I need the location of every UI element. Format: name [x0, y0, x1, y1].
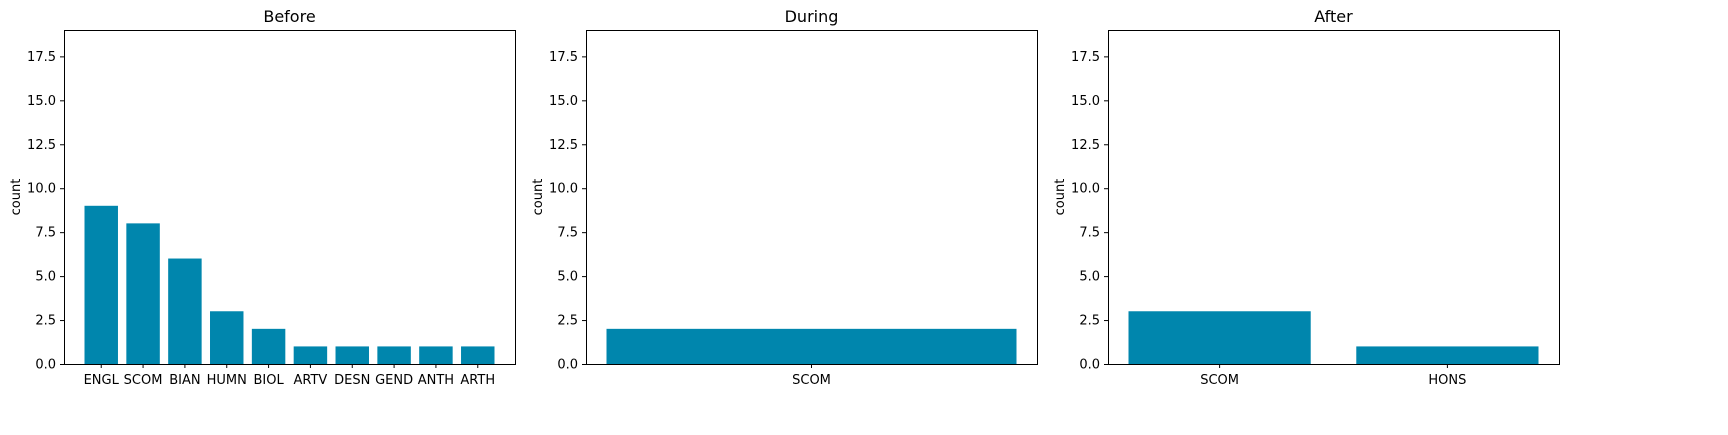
- y-tick-label: 17.5: [1071, 50, 1100, 65]
- subplot-before: Before count 0.0 2.5 5.0 7.5 10.0 12.5 15.0 17.…: [9, 7, 516, 388]
- chart-title: After: [1314, 7, 1353, 26]
- y-tick-label: 10.0: [549, 182, 578, 197]
- y-tick-label: 0.0: [557, 358, 578, 373]
- y-tick-label: 5.0: [557, 270, 578, 285]
- y-axis-label: count: [9, 179, 24, 216]
- bar-gend: [377, 346, 411, 364]
- y-tick-label: 2.5: [557, 314, 578, 329]
- y-tick-label: 7.5: [35, 226, 56, 241]
- bar-humn: [210, 311, 244, 364]
- axes-frame: [64, 30, 516, 365]
- x-tick-label: DESN: [334, 373, 370, 388]
- bar-hons: [1356, 346, 1539, 364]
- y-tick-label: 17.5: [27, 50, 56, 65]
- y-tick-label: 12.5: [27, 138, 56, 153]
- bar-artv: [293, 346, 328, 364]
- bar-engl: [84, 205, 118, 364]
- y-tick-label: 15.0: [27, 94, 56, 109]
- subplot-during: During count 0.0 2.5 5.0 7.5 10.0 12.5 15.0 17.…: [531, 7, 1038, 388]
- x-tick-label: BIOL: [253, 373, 284, 388]
- axes-frame: [1108, 30, 1560, 365]
- y-tick-label: 0.0: [35, 358, 56, 373]
- bar-biol: [251, 328, 286, 364]
- x-tick-label: ENGL: [84, 373, 120, 388]
- y-tick-label: 5.0: [35, 270, 56, 285]
- x-tick-label: ARTH: [460, 373, 495, 388]
- axes-frame: [586, 30, 1038, 365]
- y-axis-label: count: [1053, 179, 1068, 216]
- x-tick-label: GEND: [375, 373, 413, 388]
- bar-scom: [606, 328, 1017, 364]
- y-tick-label: 17.5: [549, 50, 578, 65]
- y-tick-label: 10.0: [27, 182, 56, 197]
- bar-scom: [126, 223, 160, 364]
- y-tick-label: 7.5: [557, 226, 578, 241]
- bar-desn: [335, 346, 369, 364]
- y-tick-label: 2.5: [1079, 314, 1100, 329]
- y-tick-label: 10.0: [1071, 182, 1100, 197]
- y-tick-label: 12.5: [1071, 138, 1100, 153]
- y-tick-label: 12.5: [549, 138, 578, 153]
- x-tick-label: ARTV: [294, 373, 328, 388]
- subplot-after: After count 0.0 2.5 5.0 7.5 10.0 12.5 15.0 17.5…: [1053, 7, 1560, 388]
- chart-title: During: [785, 7, 839, 26]
- y-tick-label: 7.5: [1079, 226, 1100, 241]
- bar-anth: [419, 346, 453, 364]
- bar-scom: [1128, 311, 1311, 364]
- x-tick-label: SCOM: [1200, 373, 1239, 388]
- y-tick-label: 0.0: [1079, 358, 1100, 373]
- bar-bian: [168, 258, 202, 364]
- y-axis-label: count: [531, 179, 546, 216]
- x-tick-label: ANTH: [418, 373, 454, 388]
- y-tick-label: 15.0: [549, 94, 578, 109]
- y-tick-label: 5.0: [1079, 270, 1100, 285]
- x-tick-label: HONS: [1428, 373, 1466, 388]
- x-tick-label: SCOM: [792, 373, 831, 388]
- x-tick-label: HUMN: [207, 373, 247, 388]
- y-tick-label: 15.0: [1071, 94, 1100, 109]
- chart-title: Before: [263, 7, 315, 26]
- x-tick-label: SCOM: [124, 373, 163, 388]
- y-tick-label: 2.5: [35, 314, 56, 329]
- bar-arth: [461, 346, 495, 364]
- x-tick-label: BIAN: [169, 373, 200, 388]
